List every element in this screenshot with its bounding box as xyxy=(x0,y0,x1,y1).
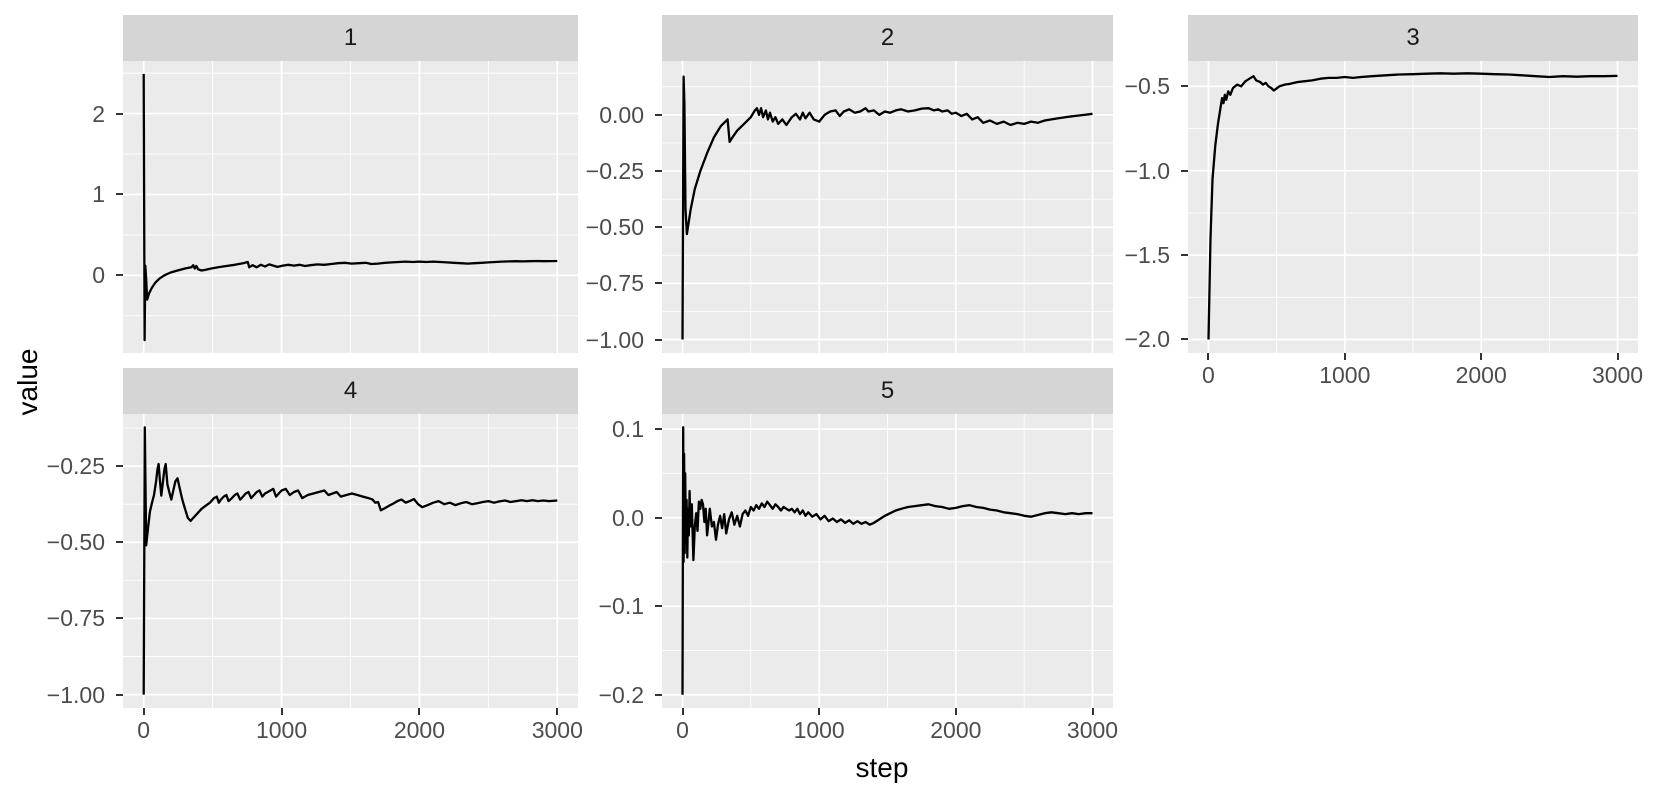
y-tick-label: −1.0 xyxy=(1124,157,1170,184)
x-tick-mark xyxy=(1343,353,1346,360)
x-tick-mark xyxy=(142,708,145,715)
x-tick-label: 0 xyxy=(676,717,689,743)
y-tick-label: −1.5 xyxy=(1124,242,1170,269)
y-tick-label: −0.50 xyxy=(46,529,105,556)
x-tick-label: 2000 xyxy=(930,717,982,743)
strip-label: 2 xyxy=(880,24,895,51)
x-tick-label: 3000 xyxy=(1066,717,1119,743)
y-tick-mark xyxy=(116,617,123,620)
panel-strip-1: 1 xyxy=(123,15,578,61)
x-tick-mark xyxy=(1480,353,1483,360)
y-tick-label: 1 xyxy=(92,181,105,208)
y-tick-mark xyxy=(655,113,662,116)
y-tick-mark xyxy=(116,541,123,544)
x-tick-label: 3000 xyxy=(1591,362,1644,388)
panel-strip-4: 4 xyxy=(123,368,578,414)
y-tick-mark xyxy=(655,338,662,341)
y-tick-mark xyxy=(116,112,123,115)
panel-strip-3: 3 xyxy=(1188,15,1638,61)
y-tick-mark xyxy=(1181,338,1188,341)
x-tick-label: 3000 xyxy=(531,717,583,743)
x-tick-label: 1000 xyxy=(1319,362,1371,388)
strip-label: 1 xyxy=(343,24,358,51)
y-tick-label: −0.25 xyxy=(46,453,105,480)
x-tick-mark xyxy=(280,708,283,715)
panel-strip-2: 2 xyxy=(662,15,1113,61)
y-tick-mark xyxy=(1181,169,1188,172)
y-tick-label: −1.00 xyxy=(585,326,644,353)
y-tick-mark xyxy=(116,465,123,468)
y-tick-label: −0.1 xyxy=(598,593,644,620)
x-tick-mark xyxy=(954,708,957,715)
y-tick-label: −1.00 xyxy=(46,681,105,708)
x-tick-label: 0 xyxy=(1202,362,1215,388)
strip-label: 3 xyxy=(1406,24,1420,51)
panel-plot-2 xyxy=(662,61,1113,353)
y-tick-label: 0.1 xyxy=(612,416,644,443)
y-tick-mark xyxy=(655,605,662,608)
x-tick-label: 1000 xyxy=(793,717,845,743)
y-tick-mark xyxy=(655,282,662,285)
y-tick-label: 0.00 xyxy=(599,101,644,128)
y-tick-label: 0.0 xyxy=(612,504,644,531)
y-tick-label: −0.75 xyxy=(46,605,105,632)
y-tick-mark xyxy=(116,274,123,277)
x-tick-label: 0 xyxy=(137,717,151,743)
y-tick-mark xyxy=(655,226,662,229)
x-tick-mark xyxy=(1616,353,1619,360)
x-tick-mark xyxy=(818,708,821,715)
x-tick-mark xyxy=(418,708,421,715)
y-tick-label: 0 xyxy=(92,262,105,289)
y-tick-label: −0.2 xyxy=(598,681,644,708)
y-tick-mark xyxy=(655,428,662,431)
panel-plot-1 xyxy=(123,61,578,353)
x-tick-mark xyxy=(1091,708,1094,715)
panel-plot-5 xyxy=(662,414,1113,708)
y-tick-label: −0.25 xyxy=(585,158,644,185)
y-tick-label: −0.75 xyxy=(585,270,644,297)
y-tick-label: −0.5 xyxy=(1124,73,1170,100)
y-tick-mark xyxy=(655,516,662,519)
y-tick-label: −0.50 xyxy=(585,214,644,241)
y-tick-mark xyxy=(1181,254,1188,257)
strip-label: 4 xyxy=(343,377,358,404)
x-tick-label: 2000 xyxy=(1455,362,1507,388)
strip-label: 5 xyxy=(880,377,895,404)
panel-strip-5: 5 xyxy=(662,368,1113,414)
x-tick-label: 1000 xyxy=(255,717,308,743)
x-tick-label: 2000 xyxy=(393,717,446,743)
x-axis-title: step xyxy=(855,752,909,783)
x-tick-mark xyxy=(681,708,684,715)
x-tick-mark xyxy=(556,708,559,715)
y-axis-title: value xyxy=(12,348,43,416)
panel-plot-4 xyxy=(123,414,578,708)
y-tick-mark xyxy=(1181,85,1188,88)
panel-plot-3 xyxy=(1188,61,1638,353)
y-tick-mark xyxy=(116,693,123,696)
x-tick-mark xyxy=(1207,353,1210,360)
y-tick-label: 2 xyxy=(92,100,105,127)
y-tick-mark xyxy=(655,170,662,173)
y-tick-label: −2.0 xyxy=(1124,326,1170,353)
y-tick-mark xyxy=(116,193,123,196)
y-tick-mark xyxy=(655,693,662,696)
